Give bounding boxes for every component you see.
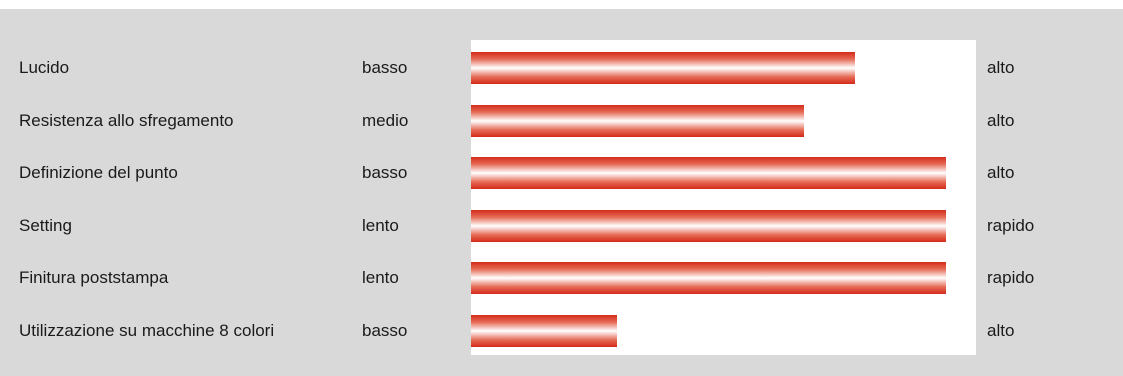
scale-high-label: rapido	[987, 215, 1035, 235]
row-label: Utilizzazione su macchine 8 colori	[19, 321, 275, 340]
bar	[471, 157, 946, 190]
scale-low-label: lento	[362, 268, 399, 288]
scale-low-label: basso	[362, 163, 408, 183]
scale-low-label: basso	[362, 58, 408, 77]
bar	[471, 315, 617, 347]
scale-low-label: lento	[362, 215, 399, 235]
bar	[471, 52, 855, 84]
scale-low-label: medio	[362, 110, 409, 130]
scale-high-label: alto	[987, 58, 1015, 77]
row-label: Definizione del punto	[19, 163, 178, 183]
scale-high-label: alto	[987, 321, 1015, 340]
scale-low-label: basso	[362, 321, 408, 340]
row-label: Setting	[19, 215, 72, 235]
bar	[471, 262, 946, 295]
row-label: Lucido	[19, 58, 70, 77]
row-label: Finitura poststampa	[19, 268, 169, 288]
plot-area	[471, 40, 976, 355]
bar	[471, 209, 946, 242]
row-label: Resistenza allo sfregamento	[19, 110, 234, 130]
scale-high-label: alto	[987, 163, 1015, 183]
scale-high-label: rapido	[987, 268, 1035, 288]
scale-high-label: alto	[987, 110, 1015, 130]
bar	[471, 104, 804, 137]
